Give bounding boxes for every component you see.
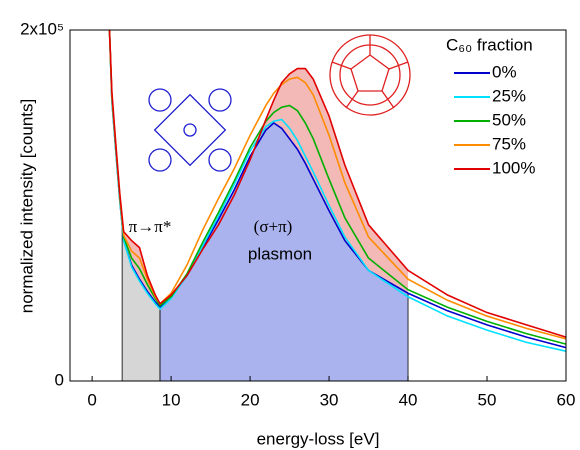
legend-label: 50%: [492, 110, 526, 129]
x-tick-label: 60: [557, 390, 576, 409]
line: [108, 29, 567, 340]
x-tick-label: 40: [399, 390, 418, 409]
molecule-znpc: [148, 88, 232, 172]
legend-label: 100%: [492, 158, 535, 177]
x-axis-label: energy-loss [eV]: [257, 429, 380, 448]
y-tick-label: 2x10⁵: [20, 19, 64, 38]
plot-layer: 0 10 20 30 40 50 60 0 2x10⁵ C₆₀ fraction 0% 25% 50% 7…: [20, 19, 575, 409]
legend-title: C₆₀ fraction: [446, 35, 533, 54]
annotation: (σ+π): [254, 217, 293, 236]
molecule-c60: [329, 34, 411, 116]
annotation: plasmon: [248, 244, 312, 263]
line: [108, 29, 567, 345]
annotation: π→π*: [129, 217, 172, 236]
plot-frame: [69, 29, 567, 382]
fill-between: [122, 68, 409, 308]
y-axis-label: normalized intensity [counts]: [17, 99, 36, 314]
x-tick-label: 0: [87, 390, 96, 409]
legend-label: 75%: [492, 134, 526, 153]
line: [108, 29, 567, 352]
y-tick-label: 0: [55, 370, 64, 389]
x-tick-label: 50: [478, 390, 497, 409]
x-tick-label: 10: [162, 390, 181, 409]
legend-label: 0%: [492, 62, 517, 81]
legend-label: 25%: [492, 86, 526, 105]
x-tick-label: 20: [241, 390, 260, 409]
line: [108, 29, 567, 338]
x-tick-label: 30: [320, 390, 339, 409]
